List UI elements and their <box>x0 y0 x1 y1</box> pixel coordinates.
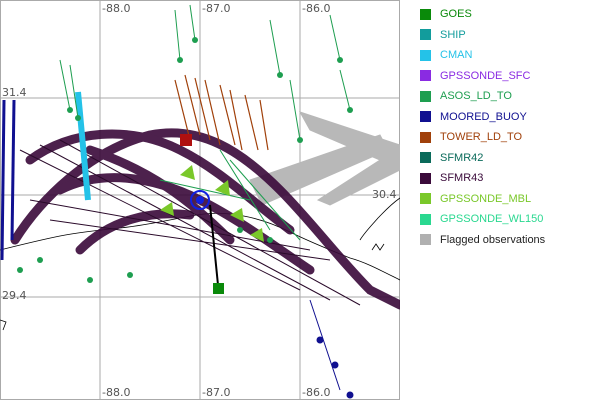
legend-item-sfmr42[interactable]: SFMR42 <box>420 148 596 169</box>
legend-swatch <box>420 152 431 164</box>
lon-label-top-1: -88.0 <box>102 2 130 15</box>
asos-obs <box>59 4 351 241</box>
legend: GOES SHIP CMAN GPSSONDE_SFC ASOS_LD_TO MOORED… <box>420 4 596 250</box>
legend-item-cman[interactable]: CMAN <box>420 45 596 66</box>
legend-label: SFMR42 <box>440 151 484 164</box>
goes-marker <box>213 283 224 294</box>
legend-item-goes[interactable]: GOES <box>420 4 596 25</box>
legend-swatch <box>420 111 431 123</box>
lon-label-bottom-3: -86.0 <box>302 386 330 399</box>
buoy-obs-south <box>309 299 354 399</box>
gpssonde-mbl-obs <box>160 165 264 242</box>
legend-label: GPSSONDE_MBL <box>440 192 532 205</box>
legend-swatch <box>420 90 431 102</box>
legend-swatch <box>420 193 431 205</box>
ship-obs <box>17 37 353 283</box>
legend-label: SHIP <box>440 28 466 41</box>
legend-item-gpssonde-sfc[interactable]: GPSSONDE_SFC <box>420 66 596 87</box>
legend-item-gpssonde-wl150[interactable]: GPSSONDE_WL150 <box>420 209 596 230</box>
cman-obs <box>75 91 91 201</box>
legend-label: GPSSONDE_WL150 <box>440 213 544 226</box>
lon-label-top-3: -86.0 <box>302 2 330 15</box>
legend-label: SFMR43 <box>440 172 484 185</box>
legend-label: GPSSONDE_SFC <box>440 69 531 82</box>
sfmr43-barbs <box>19 139 361 306</box>
legend-label: CMAN <box>440 49 473 62</box>
observation-map[interactable]: -88.0 -87.0 -86.0 -88.0 -87.0 -86.0 31.4… <box>0 0 400 400</box>
lat-label-left-2: 29.4 <box>2 289 27 302</box>
moored-buoy-obs <box>0 99 16 261</box>
tower-obs <box>174 74 269 151</box>
legend-item-sfmr43[interactable]: SFMR43 <box>420 168 596 189</box>
legend-swatch <box>420 172 431 184</box>
tower-marker <box>180 134 192 146</box>
legend-swatch <box>420 70 431 82</box>
lon-label-bottom-2: -87.0 <box>202 386 230 399</box>
legend-swatch <box>420 29 431 41</box>
flagged-observations <box>249 111 400 206</box>
lat-label-left-1: 31.4 <box>2 86 27 99</box>
lon-label-top-2: -87.0 <box>202 2 230 15</box>
legend-item-tower-ld-to[interactable]: TOWER_LD_TO <box>420 127 596 148</box>
lat-label-right-1: 30.4 <box>372 188 397 201</box>
legend-item-gpssonde-mbl[interactable]: GPSSONDE_MBL <box>420 189 596 210</box>
legend-swatch <box>420 8 431 20</box>
legend-item-moored-buoy[interactable]: MOORED_BUOY <box>420 107 596 128</box>
legend-swatch <box>420 213 431 225</box>
storm-center <box>190 190 219 286</box>
legend-swatch <box>420 131 431 143</box>
legend-swatch <box>420 49 431 61</box>
legend-label: MOORED_BUOY <box>440 110 527 123</box>
legend-item-flagged-observations[interactable]: Flagged observations <box>420 230 596 251</box>
legend-item-ship[interactable]: SHIP <box>420 25 596 46</box>
legend-swatch <box>420 234 431 246</box>
legend-label: Flagged observations <box>440 233 546 246</box>
legend-label: GOES <box>440 8 472 21</box>
legend-item-asos-ld-to[interactable]: ASOS_LD_TO <box>420 86 596 107</box>
lon-label-bottom-1: -88.0 <box>102 386 130 399</box>
legend-label: ASOS_LD_TO <box>440 90 512 103</box>
legend-label: TOWER_LD_TO <box>440 131 523 144</box>
